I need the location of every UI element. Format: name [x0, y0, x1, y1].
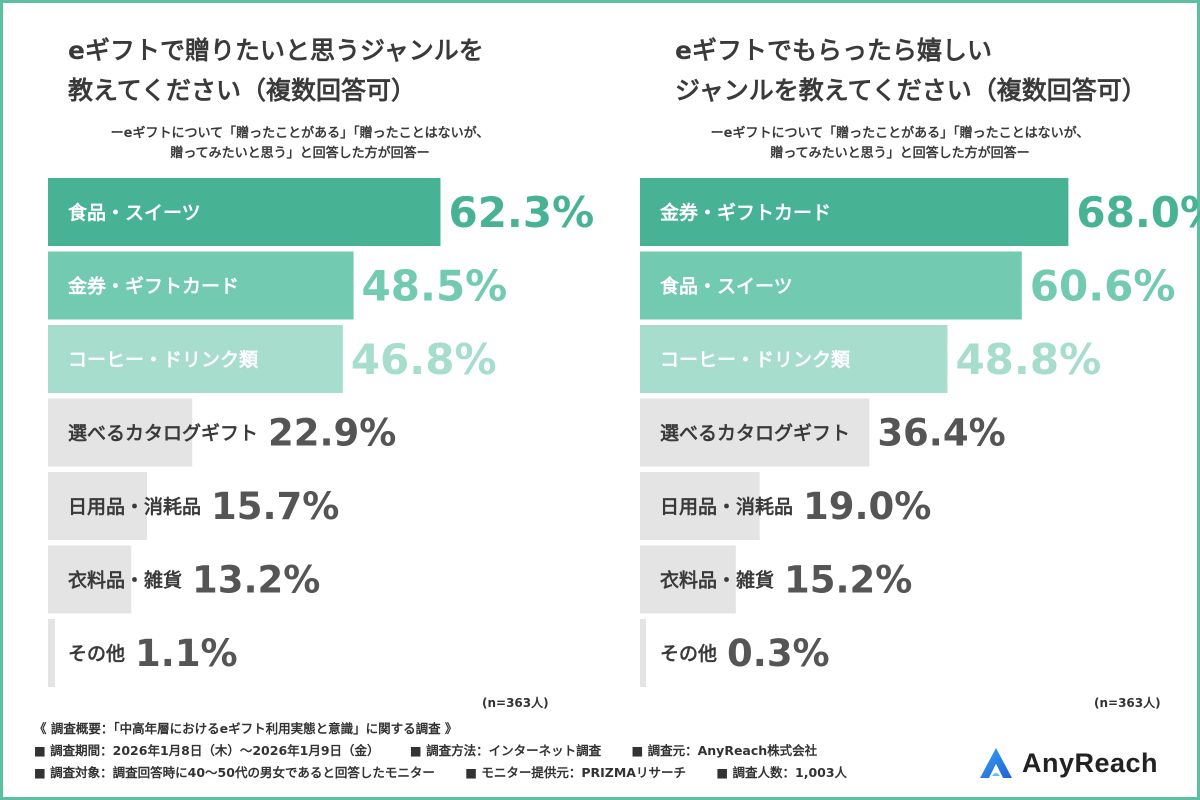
left-bar-4 — [48, 472, 147, 540]
left-bar-label-2: コーヒー・ドリンク類 — [68, 349, 259, 371]
right-bar-1 — [640, 251, 1022, 320]
left-bar-label-0: 食品・スイーツ — [68, 201, 201, 224]
right-bar-2 — [640, 325, 948, 393]
left-bar-3 — [48, 398, 193, 467]
right-bar-label-0: 金券・ギフトカード — [659, 201, 831, 224]
left-subtitle-line1: ーeギフトについて「贈ったことがある」「贈ったことはないが、 — [110, 126, 490, 141]
left-bar-value-6: 1.1% — [135, 632, 238, 675]
left-bar-2 — [48, 325, 343, 393]
left-panel: eギフトで贈りたいと思うジャンルを 教えてください（複数回答可） ーeギフトにつ… — [0, 0, 600, 715]
right-bar-label-3: 選べるカタログギフト — [660, 422, 850, 445]
survey-heading: 《 調査概要：「中高年層におけるeギフト利用実態と意識」に関する調査 》 — [34, 721, 458, 736]
anyreach-logo: AnyReach — [978, 738, 1178, 788]
left-bar-value-1: 48.5% — [362, 262, 508, 311]
survey-target: ■ 調査対象：調査回答時に40〜50代の男女であると回答したモニター — [34, 765, 435, 780]
right-subtitle-line1: ーeギフトについて「贈ったことがある」「贈ったことはないが、 — [710, 126, 1090, 141]
right-bar-6 — [640, 619, 646, 687]
survey-provider: ■ モニター提供元：PRIZMAリサーチ — [465, 765, 686, 780]
right-bar-label-4: 日用品・消耗品 — [660, 495, 793, 518]
left-bar-label-6: その他 — [68, 642, 125, 665]
left-bar-label-4: 日用品・消耗品 — [68, 495, 201, 518]
left-bar-0 — [48, 178, 441, 246]
left-bar-chart: 食品・スイーツ 62.3% 金券・ギフトカード 48.5% コーヒー・ドリンク類 46.8… — [48, 178, 594, 687]
right-bar-5 — [640, 545, 736, 614]
left-bar-5 — [48, 545, 132, 614]
right-bar-value-2: 48.8% — [955, 335, 1101, 384]
left-bar-value-5: 13.2% — [192, 559, 320, 602]
left-bar-label-1: 金券・ギフトカード — [67, 275, 239, 298]
right-title-line2: ジャンルを教えてください（複数回答可） — [675, 76, 1147, 105]
left-bar-value-3: 22.9% — [268, 412, 396, 455]
left-bar-label-5: 衣料品・雑貨 — [68, 569, 182, 592]
survey-count: ■ 調査人数：1,003人 — [716, 765, 848, 780]
left-bar-6 — [48, 619, 55, 687]
anyreach-logo-text: AnyReach — [1022, 747, 1159, 778]
left-bar-value-0: 62.3% — [448, 188, 594, 237]
left-bar-1 — [48, 251, 354, 320]
right-bar-label-5: 衣料品・雑貨 — [660, 569, 774, 592]
right-panel: eギフトでもらったら嬉しい ジャンルを教えてください（複数回答可） ーeギフトに… — [600, 0, 1200, 715]
right-bar-3 — [640, 398, 870, 467]
left-title-line2: 教えてください（複数回答可） — [68, 76, 417, 105]
right-bar-label-1: 食品・スイーツ — [660, 275, 793, 298]
right-bar-0 — [640, 178, 1069, 246]
right-bar-value-6: 0.3% — [727, 632, 830, 675]
right-bar-value-1: 60.6% — [1030, 262, 1176, 311]
left-subtitle-line2: 贈ってみたいと思う」と回答した方が回答ー — [170, 146, 430, 161]
right-bar-4 — [640, 472, 760, 540]
right-bar-label-2: コーヒー・ドリンク類 — [660, 349, 851, 371]
right-subtitle-line2: 贈ってみたいと思う」と回答した方が回答ー — [770, 146, 1030, 161]
left-bar-value-2: 46.8% — [351, 335, 497, 384]
left-bar-value-4: 15.7% — [211, 485, 339, 528]
right-bar-label-6: その他 — [660, 642, 717, 665]
survey-period: ■ 調査期間：2026年1月8日（木）〜2026年1月9日（金） — [34, 743, 380, 758]
left-title-line1: eギフトで贈りたいと思うジャンルを — [68, 36, 484, 65]
right-bar-value-3: 36.4% — [877, 412, 1005, 455]
right-sample-size: (n=363人) — [1094, 696, 1161, 710]
right-bar-value-5: 15.2% — [784, 559, 912, 602]
left-bar-label-3: 選べるカタログギフト — [68, 422, 258, 445]
right-bar-chart: 金券・ギフトカード 68.0% 食品・スイーツ 60.6% コーヒー・ドリンク類 48.8… — [640, 178, 1200, 687]
survey-summary: 《 調査概要：「中高年層におけるeギフト利用実態と意識」に関する調査 》 ■ 調… — [34, 718, 964, 784]
survey-method: ■ 調査方法：インターネット調査 — [409, 743, 602, 758]
right-title-line1: eギフトでもらったら嬉しい — [675, 36, 992, 65]
survey-source: ■ 調査元：AnyReach株式会社 — [631, 743, 818, 758]
anyreach-logo-icon — [980, 748, 1012, 778]
right-bar-value-4: 19.0% — [803, 485, 931, 528]
left-sample-size: (n=363人) — [482, 696, 549, 710]
right-bar-value-0: 68.0% — [1076, 188, 1200, 237]
